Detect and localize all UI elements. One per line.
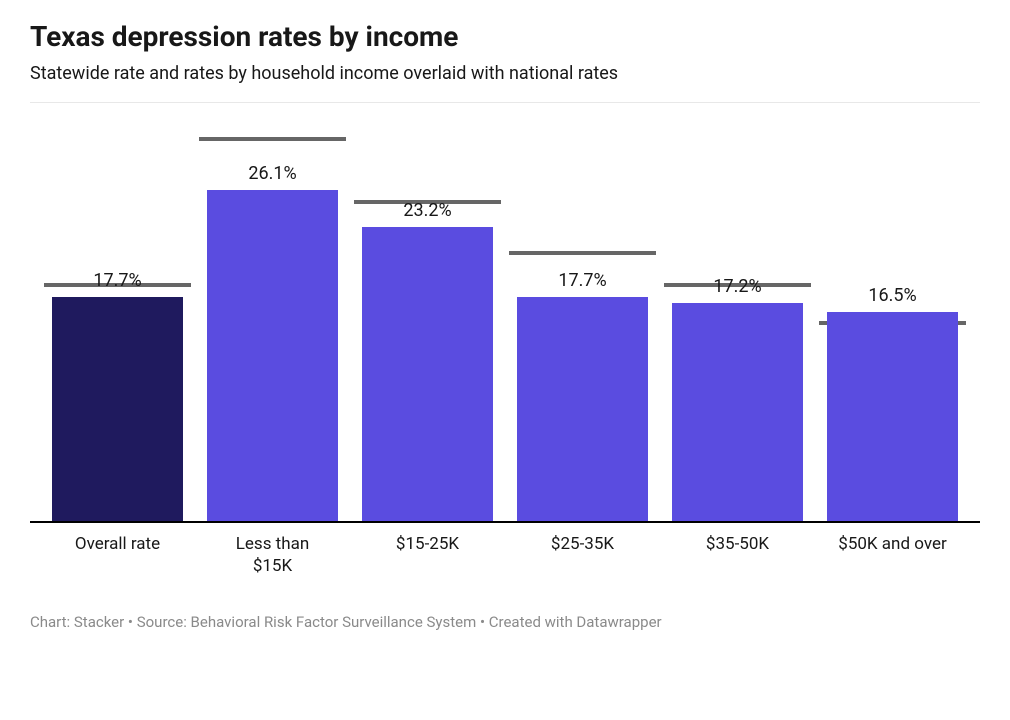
x-axis-label: $15-25K	[350, 533, 505, 577]
bar-value-label: 17.7%	[505, 270, 660, 291]
chart-area: 17.7%26.1%23.2%17.7%17.2%16.5% Overall r…	[30, 103, 980, 583]
x-axis-label: Overall rate	[40, 533, 195, 577]
chart-title: Texas depression rates by income	[30, 20, 980, 53]
bar-group: 23.2%	[350, 103, 505, 521]
bar	[207, 190, 337, 521]
chart-footer: Chart: Stacker • Source: Behavioral Risk…	[30, 613, 980, 631]
bar-group: 16.5%	[815, 103, 970, 521]
bar-group: 17.7%	[505, 103, 660, 521]
bar-value-label: 16.5%	[815, 285, 970, 306]
chart-subtitle: Statewide rate and rates by household in…	[30, 63, 980, 84]
plot-region: 17.7%26.1%23.2%17.7%17.2%16.5%	[30, 103, 980, 523]
bar-group: 17.2%	[660, 103, 815, 521]
bar-group: 26.1%	[195, 103, 350, 521]
bar	[827, 312, 957, 521]
bar-value-label: 17.7%	[40, 270, 195, 291]
bars-row: 17.7%26.1%23.2%17.7%17.2%16.5%	[30, 103, 980, 521]
bar-value-label: 26.1%	[195, 163, 350, 184]
x-axis-label: Less than$15K	[195, 533, 350, 577]
x-axis-label: $35-50K	[660, 533, 815, 577]
bar-value-label: 17.2%	[660, 276, 815, 297]
x-axis-labels: Overall rateLess than$15K$15-25K$25-35K$…	[30, 523, 980, 577]
x-axis-label: $50K and over	[815, 533, 970, 577]
bar	[672, 303, 802, 521]
x-axis-label: $25-35K	[505, 533, 660, 577]
bar	[362, 227, 492, 521]
national-overlay-line	[509, 251, 656, 255]
bar	[52, 297, 182, 521]
bar	[517, 297, 647, 521]
bar-value-label: 23.2%	[350, 200, 505, 221]
national-overlay-line	[199, 137, 346, 141]
bar-group: 17.7%	[40, 103, 195, 521]
